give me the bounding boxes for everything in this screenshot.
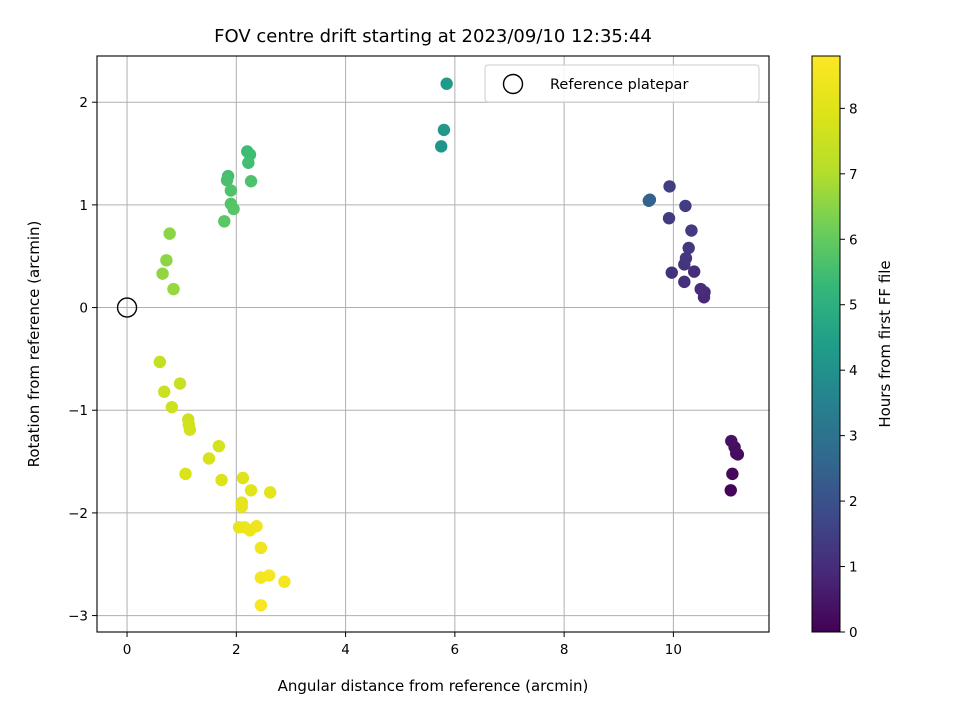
colorbar-tick-label: 5 [849, 298, 858, 314]
data-point [165, 400, 179, 414]
x-tick-label: 2 [232, 642, 241, 658]
data-point [262, 569, 276, 582]
data-point [236, 471, 250, 485]
x-tick-label: 10 [665, 642, 682, 658]
data-point [212, 439, 226, 453]
colorbar-gradient [811, 55, 841, 633]
x-axis-ticks: 0 2 4 6 8 10 [123, 632, 682, 658]
grid [97, 56, 769, 632]
data-point [678, 275, 691, 289]
data-point [726, 467, 739, 481]
data-point [244, 484, 258, 497]
data-point [687, 265, 701, 278]
data-point [179, 467, 192, 481]
data-point [163, 227, 176, 240]
legend-marker-icon [502, 73, 524, 95]
y-tick-label: −2 [68, 506, 88, 522]
reference-platepar-marker [116, 297, 138, 318]
data-point [440, 77, 453, 90]
data-point [183, 423, 197, 436]
data-point [156, 267, 169, 280]
data-point [250, 520, 263, 533]
x-tick-label: 0 [123, 642, 132, 658]
chart-title: FOV centre drift starting at 2023/09/10 … [214, 26, 652, 47]
data-point [662, 212, 676, 225]
x-axis-label: Angular distance from reference (arcmin) [278, 677, 589, 695]
legend-entry-label: Reference platepar [550, 77, 688, 93]
legend: Reference platepar [484, 64, 760, 103]
colorbar-tick-label: 6 [849, 232, 858, 248]
x-tick-label: 6 [451, 642, 460, 658]
data-point [173, 377, 187, 390]
scatter-points [153, 77, 745, 612]
legend-box [484, 64, 760, 103]
colorbar-label: Hours from first FF file [876, 260, 894, 427]
data-point [665, 266, 678, 279]
y-axis-ticks: −3 −2 −1 0 1 2 [68, 95, 97, 625]
data-point [235, 500, 248, 513]
data-point [434, 140, 448, 153]
plot-frame [96, 55, 770, 633]
plot-background [97, 56, 769, 632]
plot-area: 0 2 4 6 8 10 −3 −2 −1 0 1 2 [68, 55, 770, 658]
y-axis-label: Rotation from reference (arcmin) [25, 221, 43, 468]
data-point [437, 123, 451, 137]
data-point [153, 355, 167, 369]
data-point [663, 180, 676, 193]
data-point [278, 575, 291, 588]
y-tick-label: −1 [68, 403, 88, 419]
data-point [254, 599, 268, 612]
data-point [224, 184, 238, 197]
y-tick-label: 2 [79, 95, 88, 111]
data-point [694, 282, 707, 296]
data-point [724, 484, 737, 497]
data-point [158, 385, 171, 398]
data-point [227, 202, 240, 216]
x-tick-label: 8 [560, 642, 569, 658]
colorbar-tick-label: 8 [849, 101, 858, 117]
colorbar-ticks: 0 1 2 3 4 5 6 7 8 [840, 101, 858, 641]
data-point [244, 175, 258, 188]
data-point [242, 156, 255, 169]
colorbar-tick-label: 3 [849, 429, 858, 445]
data-point [167, 282, 180, 296]
data-point [682, 241, 695, 255]
y-tick-label: 0 [79, 301, 88, 317]
data-point [218, 215, 231, 228]
colorbar: 0 1 2 3 4 5 6 7 8 Hours from first FF file [811, 55, 894, 641]
data-point [679, 252, 693, 265]
data-point [725, 434, 738, 448]
colorbar-tick-label: 7 [849, 167, 858, 183]
data-point [254, 541, 268, 555]
data-point [160, 254, 173, 267]
data-point [679, 199, 692, 213]
data-point [643, 193, 657, 206]
y-tick-label: 1 [79, 198, 88, 214]
data-point [685, 224, 698, 237]
data-point [202, 452, 216, 465]
colorbar-tick-label: 2 [849, 494, 858, 510]
data-point [220, 174, 234, 187]
colorbar-tick-label: 0 [849, 625, 858, 641]
y-tick-label: −3 [68, 609, 88, 625]
x-tick-label: 4 [341, 642, 350, 658]
data-point [263, 486, 277, 499]
colorbar-tick-label: 1 [849, 560, 858, 576]
data-point [215, 473, 228, 487]
colorbar-tick-label: 4 [849, 363, 858, 379]
